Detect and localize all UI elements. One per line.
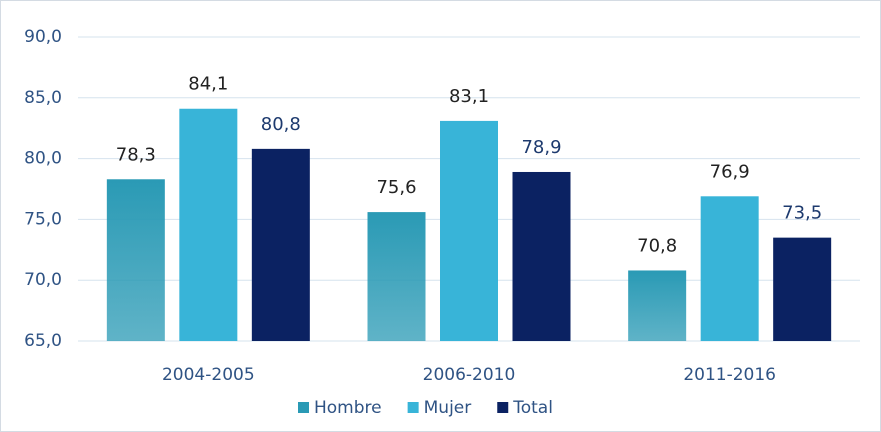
bar — [700, 196, 759, 341]
legend-label: Total — [512, 398, 553, 418]
x-tick-label: 2004-2005 — [162, 365, 255, 385]
value-label: 70,8 — [637, 235, 677, 256]
y-tick-label: 90,0 — [24, 27, 62, 47]
value-label: 78,3 — [116, 144, 156, 165]
bar — [179, 108, 238, 341]
bar — [512, 171, 571, 341]
y-tick-label: 70,0 — [24, 270, 62, 290]
bar — [106, 179, 165, 341]
y-tick-label: 80,0 — [24, 149, 62, 169]
y-tick-label: 75,0 — [24, 209, 62, 229]
value-label: 73,5 — [782, 203, 822, 224]
x-tick-label: 2006-2010 — [423, 365, 516, 385]
value-label: 84,1 — [188, 74, 228, 95]
value-label: 78,9 — [521, 137, 561, 158]
value-label: 83,1 — [449, 86, 489, 107]
bar — [773, 237, 832, 341]
legend-swatch — [497, 402, 509, 413]
y-tick-label: 85,0 — [24, 88, 62, 108]
legend-swatch — [407, 402, 419, 413]
legend-label: Hombre — [314, 398, 382, 418]
bar — [440, 120, 498, 342]
value-label: 80,8 — [261, 114, 301, 135]
legend-label: Mujer — [424, 398, 472, 418]
value-label: 75,6 — [376, 177, 416, 198]
bar — [628, 270, 687, 341]
x-tick-label: 2011-2016 — [683, 365, 776, 385]
value-label: 76,9 — [710, 161, 750, 182]
bar — [251, 148, 310, 341]
bar — [367, 212, 426, 341]
y-tick-label: 65,0 — [24, 331, 62, 351]
legend-swatch — [298, 402, 309, 413]
